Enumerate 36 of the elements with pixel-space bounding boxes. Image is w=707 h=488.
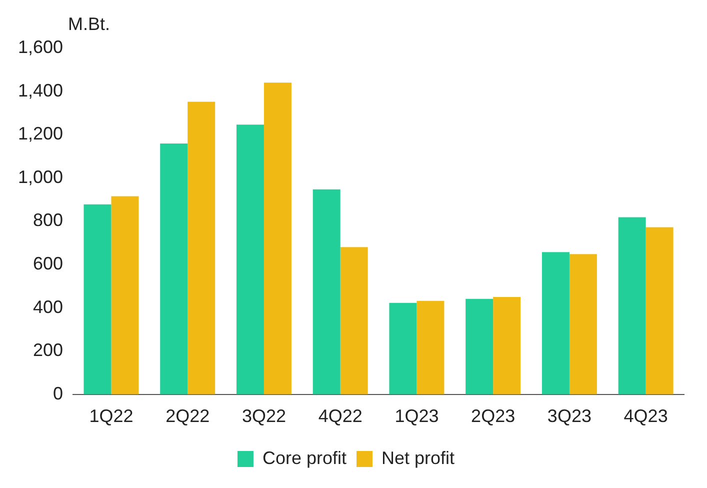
x-tick-label: 2Q22 xyxy=(166,406,210,426)
y-tick-label: 1,000 xyxy=(18,166,64,187)
y-tick-label: 200 xyxy=(32,340,64,360)
x-tick-label: 1Q22 xyxy=(89,406,134,426)
x-tick-label: 4Q22 xyxy=(318,406,362,426)
bar xyxy=(188,102,216,394)
bar xyxy=(542,252,570,394)
y-axis-title: M.Bt. xyxy=(68,14,110,34)
x-tick-label: 3Q22 xyxy=(242,406,286,426)
y-tick-label: 1,200 xyxy=(18,124,64,144)
bar xyxy=(416,300,444,394)
x-tick-label: 3Q23 xyxy=(547,406,592,426)
bar xyxy=(466,298,494,394)
bar xyxy=(569,254,597,394)
y-tick-label: 1,600 xyxy=(18,36,64,57)
bar xyxy=(493,296,521,394)
bar xyxy=(646,227,674,394)
legend-label: Core profit xyxy=(262,448,347,468)
y-tick-label: 600 xyxy=(32,253,64,274)
x-tick-label: 1Q23 xyxy=(394,406,439,426)
bar xyxy=(84,204,112,394)
bar xyxy=(312,189,340,394)
y-tick-label: 0 xyxy=(53,383,64,404)
bar xyxy=(618,217,646,394)
bar xyxy=(111,196,139,394)
bar xyxy=(264,82,292,394)
y-tick-label: 400 xyxy=(32,296,64,317)
bar xyxy=(160,143,188,394)
bar xyxy=(340,247,368,394)
x-tick-label: 4Q23 xyxy=(624,406,668,426)
bar xyxy=(389,302,417,394)
legend-label: Net profit xyxy=(382,448,455,468)
y-tick-label: 800 xyxy=(32,210,64,230)
y-tick-label: 1,400 xyxy=(18,80,64,100)
bar xyxy=(236,124,264,394)
x-tick-label: 2Q23 xyxy=(471,406,516,426)
